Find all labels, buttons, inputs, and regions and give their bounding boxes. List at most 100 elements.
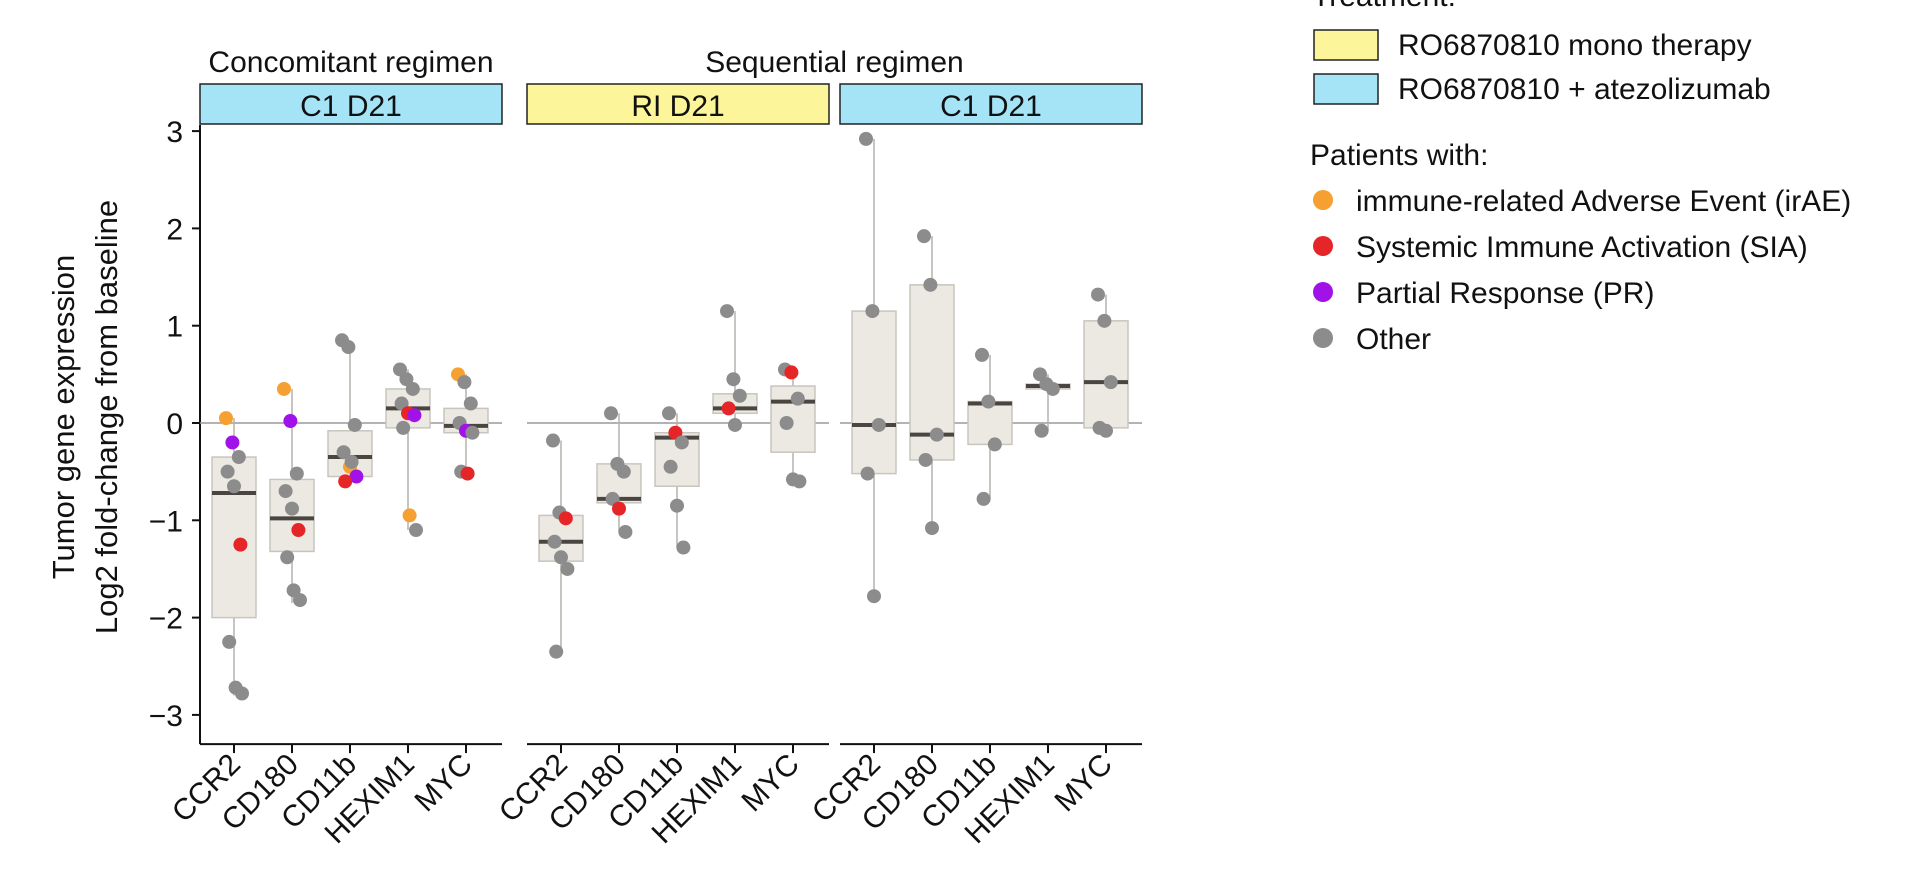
panel-header-strip (839, 83, 1143, 125)
data-point-other (865, 304, 880, 319)
data-point-other (925, 521, 939, 536)
data-point-other (1091, 287, 1105, 302)
data-point-sia (338, 474, 353, 489)
legend-swatch-combo (1313, 73, 1379, 105)
y-tick-label: −2 (149, 603, 183, 636)
data-point-other (975, 347, 989, 362)
panel-header-label: RI D21 (631, 90, 724, 123)
data-point-other (465, 425, 480, 440)
data-point-other (604, 406, 618, 421)
data-point-other (463, 396, 478, 411)
legend-dot-other (1313, 328, 1333, 348)
regimen-title: Sequential regimen (705, 46, 964, 79)
data-point-irae (277, 381, 291, 396)
box-iqr (851, 310, 897, 475)
data-point-other (347, 417, 362, 432)
legend-dot-sia (1313, 236, 1333, 256)
data-point-other (1099, 423, 1113, 438)
data-point-other (227, 479, 241, 494)
panel-header-strip (199, 83, 503, 125)
panel-header-label: C1 D21 (300, 90, 402, 123)
data-point-pr (225, 435, 240, 450)
data-point-other (732, 388, 747, 403)
data-point-other (726, 372, 741, 387)
data-point-other (618, 524, 633, 539)
data-point-other (560, 561, 575, 576)
data-point-other (344, 454, 359, 469)
data-point-other (859, 131, 873, 146)
data-point-other (867, 589, 881, 604)
y-tick-label: 1 (166, 311, 183, 344)
data-point-other (336, 445, 351, 460)
data-point-other (289, 466, 304, 481)
data-point-other (676, 540, 691, 555)
data-point-other (779, 416, 794, 430)
legend-patients-title: Patients with: (1310, 139, 1488, 172)
data-point-other (662, 406, 676, 421)
panel-header-label: C1 D21 (940, 90, 1042, 123)
box-iqr (1083, 320, 1129, 429)
data-point-pr (407, 408, 422, 423)
data-point-sia (558, 511, 573, 526)
legend-treatment-label: RO6870810 mono therapy (1398, 29, 1752, 62)
data-point-other (280, 550, 295, 565)
y-tick-label: 2 (166, 213, 183, 246)
data-point-sia (784, 365, 799, 380)
data-point-sia (721, 401, 736, 416)
data-point-other (792, 474, 807, 489)
data-point-other (720, 304, 734, 319)
legend-swatch-mono (1313, 29, 1379, 61)
legend: Treatment: RO6870810 mono therapy RO687081… (1310, 0, 1851, 356)
legend-patient-label: immune-related Adverse Event (irAE) (1356, 185, 1851, 218)
data-point-other (1034, 423, 1049, 438)
data-point-other (222, 634, 237, 649)
plot-area: −3 −2 −1 0 1 2 3 Concomitant regimen Sequential … (149, 46, 1143, 850)
data-point-other (457, 375, 472, 390)
data-point-other (231, 450, 246, 465)
legend-patient-label: Partial Response (PR) (1356, 277, 1654, 310)
data-point-other (278, 484, 293, 499)
y-tick-label: 3 (166, 116, 183, 149)
data-point-other (546, 433, 560, 448)
legend-patient-label: Other (1356, 323, 1431, 356)
x-tick-label: MYC (735, 748, 805, 818)
data-point-other (1097, 313, 1112, 328)
data-point-other (674, 435, 689, 450)
data-point-other (549, 644, 564, 659)
data-point-other (670, 498, 684, 513)
panel-header-strip (526, 83, 830, 125)
data-point-sia (460, 466, 475, 481)
y-axis-label-line1: Tumor gene expression (46, 255, 81, 580)
data-point-other (976, 491, 991, 506)
data-point-other (728, 417, 742, 432)
data-point-other (917, 229, 931, 244)
data-point-sia (233, 537, 248, 552)
data-point-other (987, 437, 1002, 452)
data-point-other (409, 523, 423, 538)
data-point-pr (349, 469, 364, 484)
data-point-other (341, 340, 356, 355)
x-tick-label: MYC (1048, 748, 1118, 818)
data-point-other (1045, 381, 1060, 396)
data-point-irae (219, 411, 233, 426)
data-point-other (547, 534, 562, 549)
data-point-other (405, 381, 420, 396)
data-point-irae (402, 508, 417, 523)
y-tick-label: 0 (166, 408, 183, 441)
legend-treatment-title: Treatment: (1312, 0, 1456, 13)
legend-patient-label: Systemic Immune Activation (SIA) (1356, 231, 1808, 264)
data-point-other (860, 466, 875, 481)
data-point-other (871, 417, 886, 432)
data-point-other (235, 686, 249, 701)
data-point-other (923, 277, 938, 292)
y-axis-label-line2: Log2 fold-change from baseline (89, 200, 124, 634)
legend-dot-pr (1313, 282, 1333, 302)
data-point-other (918, 452, 933, 467)
x-tick-label: MYC (408, 748, 478, 818)
data-point-sia (612, 501, 626, 516)
data-point-other (1103, 375, 1118, 390)
regimen-title: Concomitant regimen (208, 46, 493, 79)
data-point-other (396, 420, 411, 435)
legend-dot-irae (1313, 190, 1333, 210)
